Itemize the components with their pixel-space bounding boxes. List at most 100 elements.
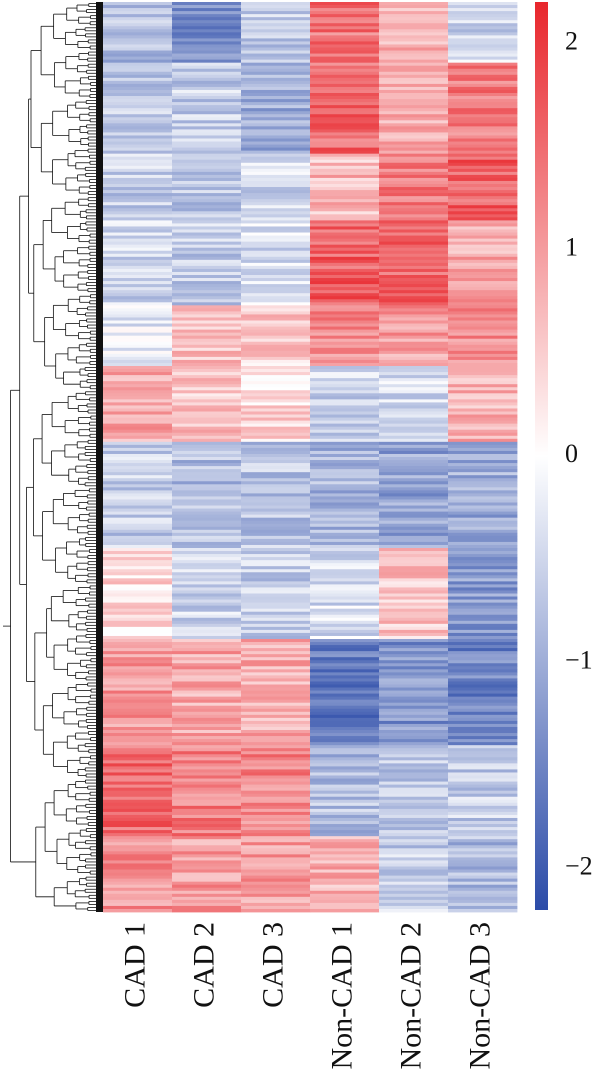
heatmap-cell [379, 426, 449, 431]
heatmap-cell [310, 450, 380, 455]
heatmap-cell [172, 77, 242, 82]
heatmap-cell [241, 714, 311, 719]
heatmap-cell [379, 262, 449, 267]
heatmap-cell [448, 572, 518, 576]
heatmap-cell [448, 347, 518, 352]
heatmap-cell [241, 362, 311, 367]
heatmap-cell [379, 338, 449, 343]
heatmap-cell [310, 11, 380, 15]
heatmap-cell [310, 232, 380, 236]
heatmap-cell [241, 256, 311, 261]
heatmap-cell [448, 399, 518, 403]
heatmap-cell [172, 366, 242, 370]
heatmap-cell [448, 211, 518, 215]
heatmap-cell [103, 863, 173, 867]
heatmap-cell [172, 817, 242, 822]
heatmap-cell [172, 399, 242, 403]
heatmap-cell [379, 699, 449, 704]
heatmap-cell [310, 645, 380, 649]
heatmap-cell [172, 875, 242, 880]
heatmap-cell [103, 26, 173, 30]
heatmap-cell [172, 284, 242, 288]
heatmap-cell [172, 56, 242, 61]
heatmap-cell [310, 323, 380, 327]
heatmap-cell [310, 93, 380, 97]
heatmap-cell [379, 696, 449, 701]
heatmap-cell [310, 278, 380, 282]
heatmap-cell [310, 208, 380, 212]
heatmap-cell [103, 253, 173, 258]
heatmap-cell [310, 156, 380, 161]
heatmap-cell [310, 905, 380, 910]
heatmap-cell [241, 144, 311, 148]
heatmap-cell [172, 902, 242, 907]
heatmap-cell [448, 717, 518, 722]
heatmap-cell [448, 878, 518, 883]
heatmap-cell [103, 681, 173, 685]
heatmap-cell [379, 323, 449, 327]
heatmap-cell [379, 554, 449, 558]
heatmap-cell [310, 29, 380, 33]
heatmap-cell [241, 796, 311, 801]
heatmap-cell [172, 450, 242, 455]
heatmap-cell [310, 353, 380, 358]
heatmap-cell [172, 681, 242, 685]
heatmap-cell [241, 29, 311, 33]
heatmap-cell [241, 247, 311, 252]
heatmap-cell [103, 693, 173, 698]
heatmap-cell [103, 887, 173, 892]
heatmap-cell [103, 293, 173, 297]
heatmap-cell [379, 165, 449, 170]
heatmap-cell [310, 56, 380, 61]
heatmap-cell [172, 96, 242, 100]
heatmap-cell [172, 83, 242, 88]
heatmap-cell [379, 851, 449, 855]
heatmap-cell [448, 605, 518, 610]
heatmap-cell [103, 41, 173, 45]
heatmap-cell [103, 760, 173, 764]
heatmap-cell [379, 86, 449, 91]
heatmap-cell [103, 481, 173, 485]
heatmap-cell [379, 651, 449, 655]
heatmap-cell [448, 271, 518, 276]
heatmap-cell [310, 751, 380, 755]
heatmap-cell [103, 466, 173, 470]
heatmap-cell [448, 526, 518, 531]
heatmap-cell [310, 463, 380, 467]
heatmap-cell [103, 711, 173, 716]
heatmap-cell [448, 490, 518, 494]
heatmap-cell [103, 726, 173, 731]
heatmap-cell [310, 757, 380, 761]
heatmap-cell [379, 884, 449, 889]
heatmap-cell [448, 202, 518, 206]
heatmap-cell [172, 733, 242, 737]
heatmap-cell [241, 44, 311, 48]
heatmap-cell [103, 396, 173, 400]
heatmap-cell [379, 96, 449, 100]
heatmap-cell [310, 308, 380, 312]
heatmap-cell [379, 117, 449, 121]
heatmap-cell [448, 68, 518, 73]
heatmap-cell [379, 733, 449, 737]
heatmap-cell [103, 414, 173, 418]
heatmap-cell [103, 408, 173, 412]
heatmap-cell [448, 687, 518, 691]
heatmap-cell [310, 535, 380, 540]
heatmap-cell [310, 490, 380, 494]
heatmap-cell [172, 211, 242, 215]
heatmap-cell [379, 8, 449, 12]
heatmap-cell [241, 560, 311, 564]
heatmap-cell [172, 353, 242, 358]
heatmap-cell [241, 317, 311, 321]
heatmap-cell [172, 108, 242, 112]
heatmap-cell [241, 180, 311, 185]
heatmap-cell [310, 399, 380, 403]
heatmap-cell [172, 26, 242, 30]
heatmap-cell [379, 332, 449, 337]
heatmap-cell [103, 417, 173, 421]
heatmap-cell [379, 469, 449, 473]
heatmap-cell [103, 314, 173, 318]
heatmap-cell [103, 77, 173, 82]
heatmap-cell [310, 860, 380, 864]
